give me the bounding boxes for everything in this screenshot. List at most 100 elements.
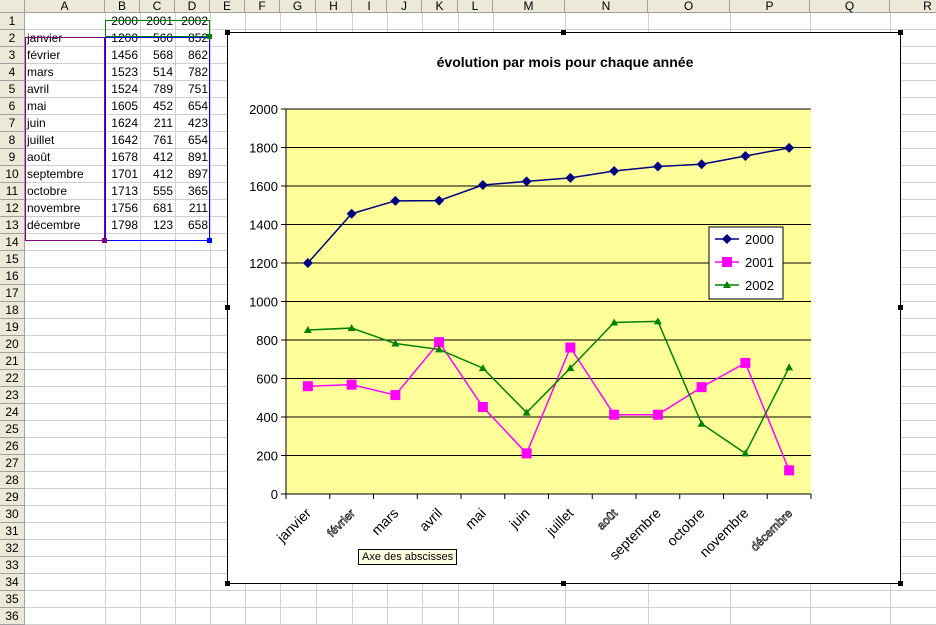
cell-month[interactable]: février <box>27 48 61 62</box>
cell-value[interactable]: 1642 <box>111 133 138 147</box>
cell-value[interactable]: 654 <box>187 133 208 147</box>
cell-value[interactable]: 1701 <box>111 167 138 181</box>
range-resize-handle-blue[interactable] <box>207 238 212 243</box>
row-header-2[interactable]: 2 <box>0 30 25 47</box>
cell-value[interactable]: 1624 <box>111 116 138 130</box>
row-header-26[interactable]: 26 <box>0 438 25 455</box>
column-header-a[interactable]: A <box>25 0 105 13</box>
row-header-35[interactable]: 35 <box>0 591 25 608</box>
column-header-j[interactable]: J <box>387 0 422 13</box>
chart-handle-bottom-left[interactable] <box>225 581 230 586</box>
column-header-i[interactable]: I <box>352 0 387 13</box>
column-header-b[interactable]: B <box>105 0 140 13</box>
row-header-13[interactable]: 13 <box>0 217 25 234</box>
chart-handle-bottom-right[interactable] <box>898 581 903 586</box>
column-header-d[interactable]: D <box>175 0 210 13</box>
cell-month[interactable]: octobre <box>27 184 68 198</box>
cell-value[interactable]: 560 <box>152 31 173 45</box>
cell-header[interactable]: 2001 <box>146 14 173 28</box>
cell-value[interactable]: 412 <box>152 167 173 181</box>
cell-value[interactable]: 789 <box>152 82 173 96</box>
row-header-16[interactable]: 16 <box>0 268 25 285</box>
range-resize-handle-purple[interactable] <box>102 238 107 243</box>
cell-month[interactable]: mars <box>27 65 54 79</box>
cell-value[interactable]: 1798 <box>111 218 138 232</box>
row-header-31[interactable]: 31 <box>0 523 25 540</box>
cell-month[interactable]: décembre <box>27 218 81 232</box>
column-header-m[interactable]: M <box>493 0 565 13</box>
column-header-g[interactable]: G <box>280 0 316 13</box>
chart-handle-middle-left[interactable] <box>225 305 230 310</box>
chart-area[interactable]: évolution par mois pour chaque année 0 200… <box>227 32 901 584</box>
cell-value[interactable]: 654 <box>187 99 208 113</box>
row-header-18[interactable]: 18 <box>0 302 25 319</box>
cell-value[interactable]: 852 <box>187 31 208 45</box>
cell-value[interactable]: 1523 <box>111 65 138 79</box>
cell-value[interactable]: 365 <box>187 184 208 198</box>
column-header-f[interactable]: F <box>245 0 280 13</box>
row-header-24[interactable]: 24 <box>0 404 25 421</box>
row-header-36[interactable]: 36 <box>0 608 25 625</box>
column-header-c[interactable]: C <box>140 0 175 13</box>
cell-month[interactable]: novembre <box>27 201 81 215</box>
cell-value[interactable]: 761 <box>152 133 173 147</box>
row-header-25[interactable]: 25 <box>0 421 25 438</box>
row-header-17[interactable]: 17 <box>0 285 25 302</box>
row-header-34[interactable]: 34 <box>0 574 25 591</box>
cell-value[interactable]: 891 <box>187 150 208 164</box>
column-header-e[interactable]: E <box>210 0 245 13</box>
cell-month[interactable]: août <box>27 150 51 164</box>
column-header-h[interactable]: H <box>316 0 352 13</box>
cell-value[interactable]: 1713 <box>111 184 138 198</box>
chart-handle-top-middle[interactable] <box>561 30 566 35</box>
cell-value[interactable]: 751 <box>187 82 208 96</box>
row-header-20[interactable]: 20 <box>0 336 25 353</box>
range-resize-handle-green[interactable] <box>207 34 212 39</box>
cell-month[interactable]: septembre <box>27 167 84 181</box>
select-all-corner[interactable] <box>0 0 25 13</box>
cell-value[interactable]: 1678 <box>111 150 138 164</box>
chart-handle-top-right[interactable] <box>898 30 903 35</box>
row-header-9[interactable]: 9 <box>0 149 25 166</box>
column-header-q[interactable]: Q <box>810 0 890 13</box>
cell-value[interactable]: 897 <box>187 167 208 181</box>
row-header-6[interactable]: 6 <box>0 98 25 115</box>
cell-value[interactable]: 1456 <box>111 48 138 62</box>
cell-value[interactable]: 452 <box>152 99 173 113</box>
cell-value[interactable]: 681 <box>152 201 173 215</box>
row-header-11[interactable]: 11 <box>0 183 25 200</box>
row-header-1[interactable]: 1 <box>0 13 25 30</box>
chart-handle-bottom-middle[interactable] <box>561 581 566 586</box>
row-header-4[interactable]: 4 <box>0 64 25 81</box>
cell-month[interactable]: mai <box>27 99 47 113</box>
cell-value[interactable]: 1200 <box>111 31 138 45</box>
cell-value[interactable]: 211 <box>153 116 173 130</box>
cell-value[interactable]: 1756 <box>111 201 138 215</box>
row-header-21[interactable]: 21 <box>0 353 25 370</box>
row-header-8[interactable]: 8 <box>0 132 25 149</box>
column-header-r[interactable]: R <box>890 0 936 13</box>
row-header-3[interactable]: 3 <box>0 47 25 64</box>
cell-value[interactable]: 423 <box>187 116 208 130</box>
cell-header[interactable]: 2000 <box>111 14 138 28</box>
row-header-12[interactable]: 12 <box>0 200 25 217</box>
row-header-30[interactable]: 30 <box>0 506 25 523</box>
row-header-27[interactable]: 27 <box>0 455 25 472</box>
cell-value[interactable]: 514 <box>152 65 173 79</box>
chart-handle-top-left[interactable] <box>225 30 230 35</box>
cell-value[interactable]: 555 <box>152 184 173 198</box>
cell-value[interactable]: 1524 <box>111 82 138 96</box>
line-chart[interactable]: évolution par mois pour chaque année 0 200… <box>228 33 902 585</box>
row-header-28[interactable]: 28 <box>0 472 25 489</box>
cell-value[interactable]: 658 <box>187 218 208 232</box>
row-header-33[interactable]: 33 <box>0 557 25 574</box>
column-header-n[interactable]: N <box>565 0 648 13</box>
row-header-22[interactable]: 22 <box>0 370 25 387</box>
row-header-15[interactable]: 15 <box>0 251 25 268</box>
row-header-5[interactable]: 5 <box>0 81 25 98</box>
cell-header[interactable]: 2002 <box>181 14 208 28</box>
cell-value[interactable]: 1605 <box>111 99 138 113</box>
row-header-7[interactable]: 7 <box>0 115 25 132</box>
cell-month[interactable]: janvier <box>27 31 63 45</box>
cell-value[interactable]: 862 <box>187 48 208 62</box>
